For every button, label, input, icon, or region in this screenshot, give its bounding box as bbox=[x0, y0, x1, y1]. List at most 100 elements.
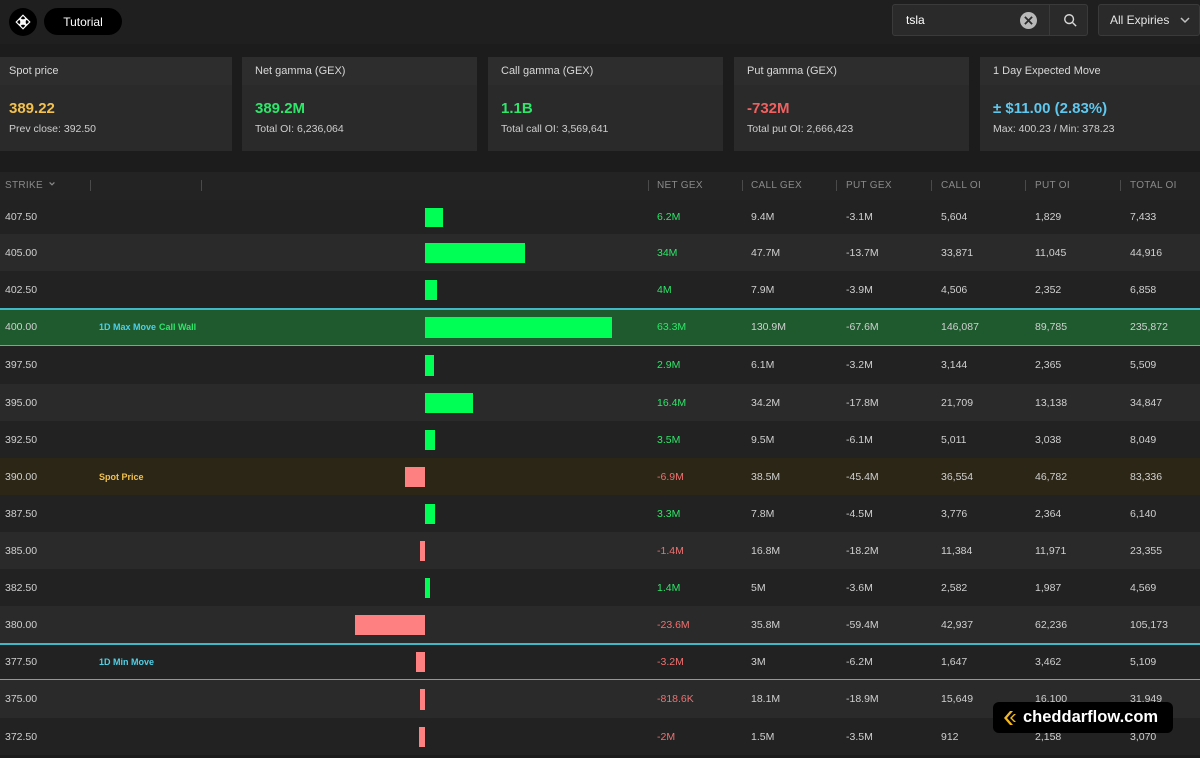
positive-gex-bar bbox=[425, 430, 436, 450]
total-oi-cell: 8,049 bbox=[1130, 433, 1157, 446]
card-value: 1.1B bbox=[501, 100, 533, 117]
strike-cell: 390.00 bbox=[5, 470, 38, 483]
card-value: -732M bbox=[747, 100, 790, 117]
table-row[interactable]: 397.50 2.9M 6.1M -3.2M 3,144 2,365 5,509 bbox=[0, 346, 1200, 384]
strike-cell: 407.50 bbox=[5, 211, 38, 223]
card-subtext: Prev close: 392.50 bbox=[9, 123, 96, 135]
highlight-line bbox=[0, 345, 1200, 347]
put-oi-cell: 89,785 bbox=[1035, 321, 1068, 333]
positive-gex-bar bbox=[425, 208, 444, 227]
call-gex-cell: 3M bbox=[751, 655, 766, 668]
table-row[interactable]: 395.00 16.4M 34.2M -17.8M 21,709 13,138 34,847 bbox=[0, 384, 1200, 421]
search-button[interactable] bbox=[1049, 5, 1090, 35]
strike-cell: 405.00 bbox=[5, 246, 38, 259]
strike-cell: 382.50 bbox=[5, 581, 38, 594]
clear-search-icon[interactable] bbox=[1020, 12, 1037, 29]
strike-cell: 387.50 bbox=[5, 507, 38, 520]
call-oi-cell: 5,011 bbox=[941, 433, 967, 446]
strike-cell: 377.50 bbox=[5, 655, 38, 668]
put-oi-cell: 13,138 bbox=[1035, 396, 1068, 409]
strike-cell: 400.00 bbox=[5, 321, 38, 333]
expiry-select[interactable]: All Expiries bbox=[1098, 4, 1200, 36]
negative-gex-bar bbox=[415, 652, 425, 672]
app-logo-icon[interactable] bbox=[9, 8, 37, 36]
column-divider bbox=[201, 180, 202, 191]
card-title: Put gamma (GEX) bbox=[734, 57, 969, 85]
column-header-net-gex[interactable]: NET GEX bbox=[657, 180, 703, 191]
total-oi-cell: 4,569 bbox=[1130, 581, 1157, 594]
negative-gex-bar bbox=[355, 615, 425, 635]
put-gex-cell: -3.9M bbox=[846, 283, 873, 296]
expected-move-card: 1 Day Expected Move ± $11.00 (2.83%) Max… bbox=[980, 57, 1200, 151]
table-row[interactable]: 402.50 4M 7.9M -3.9M 4,506 2,352 6,858 bbox=[0, 271, 1200, 308]
net-gex-cell: -1.4M bbox=[657, 544, 684, 557]
put-oi-cell: 2,158 bbox=[1035, 730, 1062, 743]
total-oi-cell: 7,433 bbox=[1130, 211, 1157, 223]
table-row[interactable]: 380.00 -23.6M 35.8M -59.4M 42,937 62,236 105,1… bbox=[0, 606, 1200, 643]
column-header-put-oi[interactable]: PUT OI bbox=[1035, 180, 1070, 191]
call-oi-cell: 3,776 bbox=[941, 507, 968, 520]
negative-gex-bar bbox=[420, 689, 425, 710]
tutorial-button[interactable]: Tutorial bbox=[44, 8, 122, 35]
put-gex-cell: -18.9M bbox=[846, 693, 879, 705]
strike-header-label: STRIKE bbox=[5, 180, 43, 191]
column-header-call-gex[interactable]: CALL GEX bbox=[751, 180, 802, 191]
positive-gex-bar bbox=[425, 243, 526, 263]
put-oi-cell: 3,462 bbox=[1035, 655, 1062, 668]
table-row[interactable]: 387.50 3.3M 7.8M -4.5M 3,776 2,364 6,140 bbox=[0, 495, 1200, 532]
column-divider bbox=[1025, 180, 1026, 191]
table-row[interactable]: 407.50 6.2M 9.4M -3.1M 5,604 1,829 7,433 bbox=[0, 200, 1200, 234]
table-row[interactable]: 377.50 1D Min Move -3.2M 3M -6.2M 1,647 3,462 5… bbox=[0, 643, 1200, 680]
chevron-down-icon bbox=[1180, 17, 1190, 24]
row-tag: 1D Max Move bbox=[99, 322, 157, 332]
net-gex-cell: -818.6K bbox=[657, 693, 694, 705]
put-gex-cell: -67.6M bbox=[846, 321, 879, 333]
total-oi-cell: 235,872 bbox=[1130, 321, 1168, 333]
column-header-total-oi[interactable]: TOTAL OI bbox=[1130, 180, 1177, 191]
call-oi-cell: 11,384 bbox=[941, 544, 973, 557]
call-gex-cell: 38.5M bbox=[751, 470, 781, 483]
call-oi-cell: 4,506 bbox=[941, 283, 968, 296]
net-gex-cell: 6.2M bbox=[657, 211, 681, 223]
summary-cards: Spot price 389.22 Prev close: 392.50 Net… bbox=[0, 57, 1200, 151]
card-title: Call gamma (GEX) bbox=[488, 57, 723, 85]
call-oi-cell: 33,871 bbox=[941, 246, 974, 259]
call-oi-cell: 15,649 bbox=[941, 693, 974, 705]
call-gex-cell: 47.7M bbox=[751, 246, 781, 259]
net-gamma-card: Net gamma (GEX) 389.2M Total OI: 6,236,0… bbox=[242, 57, 477, 151]
card-value: 389.2M bbox=[255, 100, 306, 117]
positive-gex-bar bbox=[425, 280, 437, 300]
card-title: 1 Day Expected Move bbox=[980, 57, 1200, 85]
put-gex-cell: -6.1M bbox=[846, 433, 873, 446]
search-icon bbox=[1064, 14, 1077, 27]
put-gamma-card: Put gamma (GEX) -732M Total put OI: 2,66… bbox=[734, 57, 969, 151]
search-input[interactable] bbox=[893, 5, 1043, 35]
call-gex-cell: 130.9M bbox=[751, 321, 787, 333]
column-header-put-gex[interactable]: PUT GEX bbox=[846, 180, 892, 191]
call-oi-cell: 912 bbox=[941, 730, 959, 743]
call-gamma-card: Call gamma (GEX) 1.1B Total call OI: 3,5… bbox=[488, 57, 723, 151]
highlight-line bbox=[0, 679, 1200, 681]
net-gex-cell: -3.2M bbox=[657, 655, 684, 668]
put-oi-cell: 11,045 bbox=[1035, 246, 1067, 259]
strike-cell: 372.50 bbox=[5, 730, 38, 743]
table-row[interactable]: 382.50 1.4M 5M -3.6M 2,582 1,987 4,569 bbox=[0, 569, 1200, 606]
table-row[interactable]: 405.00 34M 47.7M -13.7M 33,871 11,045 44,916 bbox=[0, 234, 1200, 271]
put-oi-cell: 1,987 bbox=[1035, 581, 1062, 594]
row-tag: 1D Min Move bbox=[99, 656, 155, 667]
table-row[interactable]: 390.00 Spot Price -6.9M 38.5M -45.4M 36,554 46… bbox=[0, 458, 1200, 495]
put-oi-cell: 2,364 bbox=[1035, 507, 1062, 520]
column-header-call-oi[interactable]: CALL OI bbox=[941, 180, 982, 191]
strike-cell: 397.50 bbox=[5, 359, 38, 371]
call-gex-cell: 1.5M bbox=[751, 730, 775, 743]
column-divider bbox=[742, 180, 743, 191]
net-gex-cell: 3.3M bbox=[657, 507, 681, 520]
card-subtext: Total call OI: 3,569,641 bbox=[501, 123, 609, 135]
table-row[interactable]: 400.00 1D Max Move Call Wall 63.3M 130.9M -67… bbox=[0, 308, 1200, 346]
table-row[interactable]: 385.00 -1.4M 16.8M -18.2M 11,384 11,971 23,355 bbox=[0, 532, 1200, 569]
column-header-strike[interactable]: STRIKE bbox=[5, 172, 56, 200]
column-divider bbox=[1120, 180, 1121, 191]
table-row[interactable]: 392.50 3.5M 9.5M -6.1M 5,011 3,038 8,049 bbox=[0, 421, 1200, 458]
column-divider bbox=[931, 180, 932, 191]
call-gex-cell: 9.4M bbox=[751, 211, 775, 223]
